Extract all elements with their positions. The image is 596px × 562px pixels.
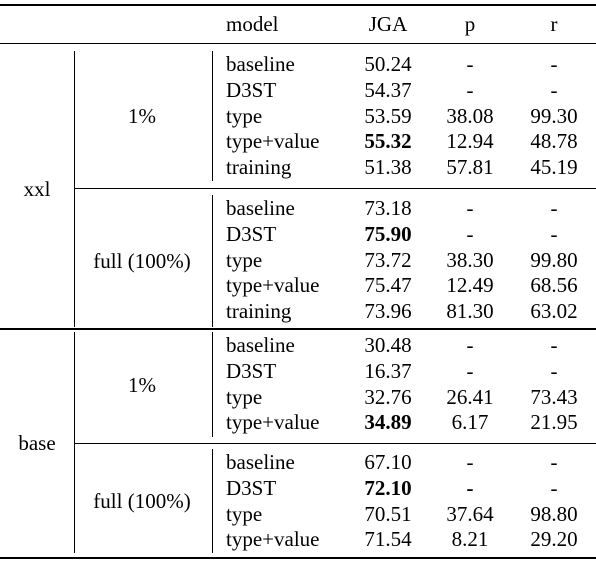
jga-cell: 72.10 bbox=[364, 475, 412, 500]
r-cell: 29.20 bbox=[530, 527, 578, 552]
r-cell: 45.19 bbox=[530, 155, 578, 180]
model-name-cell: type+value bbox=[226, 273, 320, 298]
model-name-cell: D3ST bbox=[226, 358, 277, 383]
header-model: model bbox=[226, 12, 279, 36]
model-size-label: base bbox=[18, 430, 56, 455]
header-jga: JGA bbox=[368, 12, 408, 36]
size-column-rule bbox=[74, 51, 75, 327]
model-name-cell: type+value bbox=[226, 527, 320, 552]
r-cell: 99.80 bbox=[530, 247, 578, 272]
data-column-rule bbox=[212, 195, 213, 327]
r-cell: - bbox=[550, 196, 558, 220]
jga-cell: 73.18 bbox=[364, 196, 412, 220]
p-cell: - bbox=[466, 450, 474, 474]
r-cell: - bbox=[550, 358, 558, 383]
jga-cell: 16.37 bbox=[364, 358, 412, 383]
model-name-cell: baseline bbox=[226, 450, 295, 474]
data-column-rule bbox=[212, 449, 213, 553]
p-cell: - bbox=[466, 221, 474, 246]
bottom-rule bbox=[0, 557, 596, 559]
p-cell: 12.94 bbox=[446, 129, 494, 154]
jga-cell: 73.96 bbox=[364, 299, 412, 324]
model-name-cell: training bbox=[226, 155, 292, 180]
data-fraction-label: full (100%) bbox=[93, 249, 191, 273]
top-rule bbox=[0, 4, 596, 6]
model-name-cell: type bbox=[226, 501, 263, 526]
model-name-cell: type+value bbox=[226, 410, 320, 435]
jga-cell: 30.48 bbox=[364, 333, 412, 357]
p-cell: 38.08 bbox=[446, 103, 494, 128]
data-column-rule bbox=[212, 332, 213, 437]
block-separator bbox=[74, 188, 596, 189]
header-rule bbox=[0, 43, 596, 44]
r-cell: - bbox=[550, 333, 558, 357]
data-fraction-label: 1% bbox=[128, 372, 156, 397]
p-cell: 57.81 bbox=[446, 155, 494, 180]
model-name-cell: training bbox=[226, 299, 292, 324]
p-cell: - bbox=[466, 77, 474, 102]
jga-cell: 71.54 bbox=[364, 527, 412, 552]
r-cell: - bbox=[550, 450, 558, 474]
r-cell: 73.43 bbox=[530, 384, 578, 409]
header-p: p bbox=[464, 12, 476, 36]
r-cell: 48.78 bbox=[530, 129, 578, 154]
model-name-cell: baseline bbox=[226, 196, 295, 220]
p-cell: - bbox=[466, 358, 474, 383]
group-separator bbox=[0, 328, 596, 330]
p-cell: 38.30 bbox=[446, 247, 494, 272]
model-name-cell: baseline bbox=[226, 333, 295, 357]
jga-cell: 67.10 bbox=[364, 450, 412, 474]
r-cell: - bbox=[550, 52, 558, 76]
jga-cell: 53.59 bbox=[364, 103, 412, 128]
p-cell: - bbox=[466, 196, 474, 220]
model-name-cell: D3ST bbox=[226, 475, 277, 500]
data-column-rule bbox=[212, 51, 213, 181]
model-name-cell: baseline bbox=[226, 52, 295, 76]
model-name-cell: type bbox=[226, 103, 263, 128]
r-cell: - bbox=[550, 475, 558, 500]
size-column-rule bbox=[74, 332, 75, 553]
r-cell: 21.95 bbox=[530, 410, 578, 435]
block-separator bbox=[74, 443, 596, 444]
model-name-cell: type bbox=[226, 247, 263, 272]
r-cell: - bbox=[550, 221, 558, 246]
jga-cell: 75.47 bbox=[364, 273, 412, 298]
jga-cell: 70.51 bbox=[364, 501, 412, 526]
data-fraction-label: 1% bbox=[128, 104, 156, 128]
r-cell: 98.80 bbox=[530, 501, 578, 526]
p-cell: - bbox=[466, 52, 474, 76]
r-cell: - bbox=[550, 77, 558, 102]
p-cell: - bbox=[466, 475, 474, 500]
jga-cell: 34.89 bbox=[364, 410, 412, 435]
jga-cell: 54.37 bbox=[364, 77, 412, 102]
p-cell: 26.41 bbox=[446, 384, 494, 409]
r-cell: 68.56 bbox=[530, 273, 578, 298]
model-name-cell: type bbox=[226, 384, 263, 409]
data-fraction-label: full (100%) bbox=[93, 489, 191, 513]
r-cell: 63.02 bbox=[530, 299, 578, 324]
model-name-cell: type+value bbox=[226, 129, 320, 154]
p-cell: 8.21 bbox=[451, 527, 489, 552]
jga-cell: 32.76 bbox=[364, 384, 412, 409]
jga-cell: 75.90 bbox=[364, 221, 412, 246]
p-cell: 6.17 bbox=[451, 410, 489, 435]
jga-cell: 73.72 bbox=[364, 247, 412, 272]
r-cell: 99.30 bbox=[530, 103, 578, 128]
jga-cell: 51.38 bbox=[364, 155, 412, 180]
header-r: r bbox=[550, 12, 558, 36]
p-cell: 81.30 bbox=[446, 299, 494, 324]
jga-cell: 55.32 bbox=[364, 129, 412, 154]
p-cell: - bbox=[466, 333, 474, 357]
model-size-label: xxl bbox=[23, 177, 51, 201]
p-cell: 37.64 bbox=[446, 501, 494, 526]
model-name-cell: D3ST bbox=[226, 77, 277, 102]
model-name-cell: D3ST bbox=[226, 221, 277, 246]
jga-cell: 50.24 bbox=[364, 52, 412, 76]
p-cell: 12.49 bbox=[446, 273, 494, 298]
